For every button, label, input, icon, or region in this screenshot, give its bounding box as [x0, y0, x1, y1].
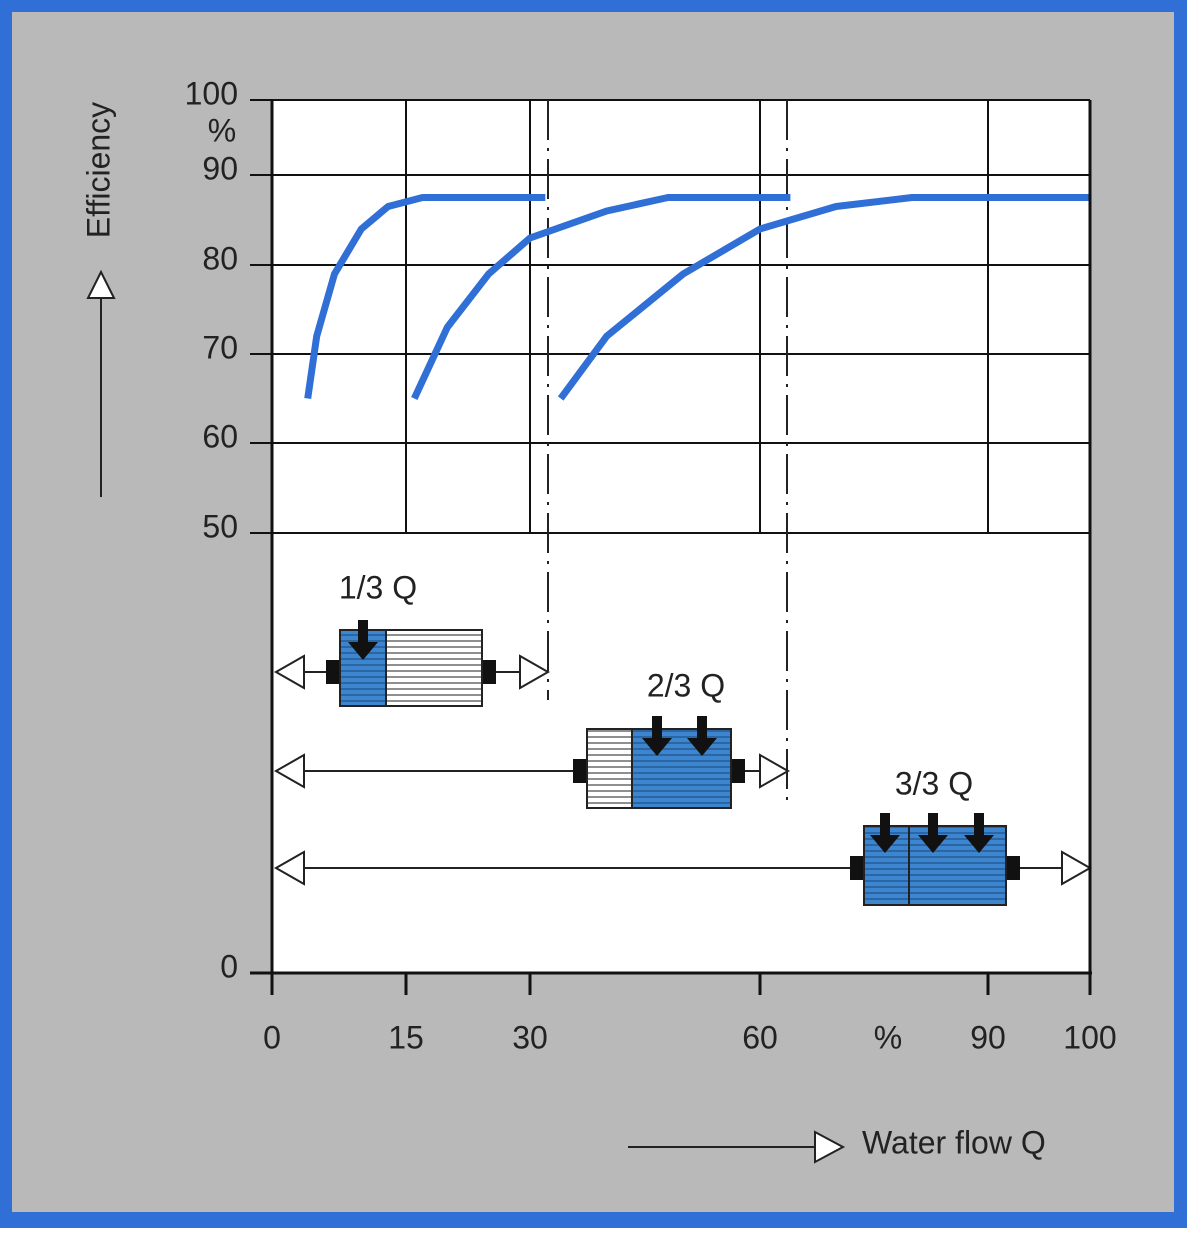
x-unit: %: [874, 1019, 902, 1055]
y-axis-title: Efficiency: [80, 102, 116, 238]
annotation: 3/3 Q: [895, 765, 973, 801]
y-tick-label: 0: [220, 948, 238, 984]
y-unit: %: [208, 112, 236, 148]
y-tick-label: 60: [202, 418, 238, 454]
y-tick-label: 90: [202, 150, 238, 186]
y-tick-label: 100: [185, 75, 238, 111]
x-tick-label: 100: [1063, 1019, 1116, 1055]
y-tick-label: 80: [202, 240, 238, 276]
chart: 1/3 Q 2/3 Q 3/3 Q % % Efficiency Water f…: [0, 0, 1187, 1228]
annotation: 1/3 Q: [339, 569, 417, 605]
x-tick-label: 60: [742, 1019, 778, 1055]
x-axis-title: Water flow Q: [862, 1124, 1046, 1160]
x-tick-label: 30: [512, 1019, 548, 1055]
x-tick-label: 90: [970, 1019, 1006, 1055]
y-tick-label: 70: [202, 329, 238, 365]
y-tick-label: 50: [202, 508, 238, 544]
x-tick-label: 15: [388, 1019, 424, 1055]
x-tick-label: 0: [263, 1019, 281, 1055]
annotation: 2/3 Q: [647, 667, 725, 703]
